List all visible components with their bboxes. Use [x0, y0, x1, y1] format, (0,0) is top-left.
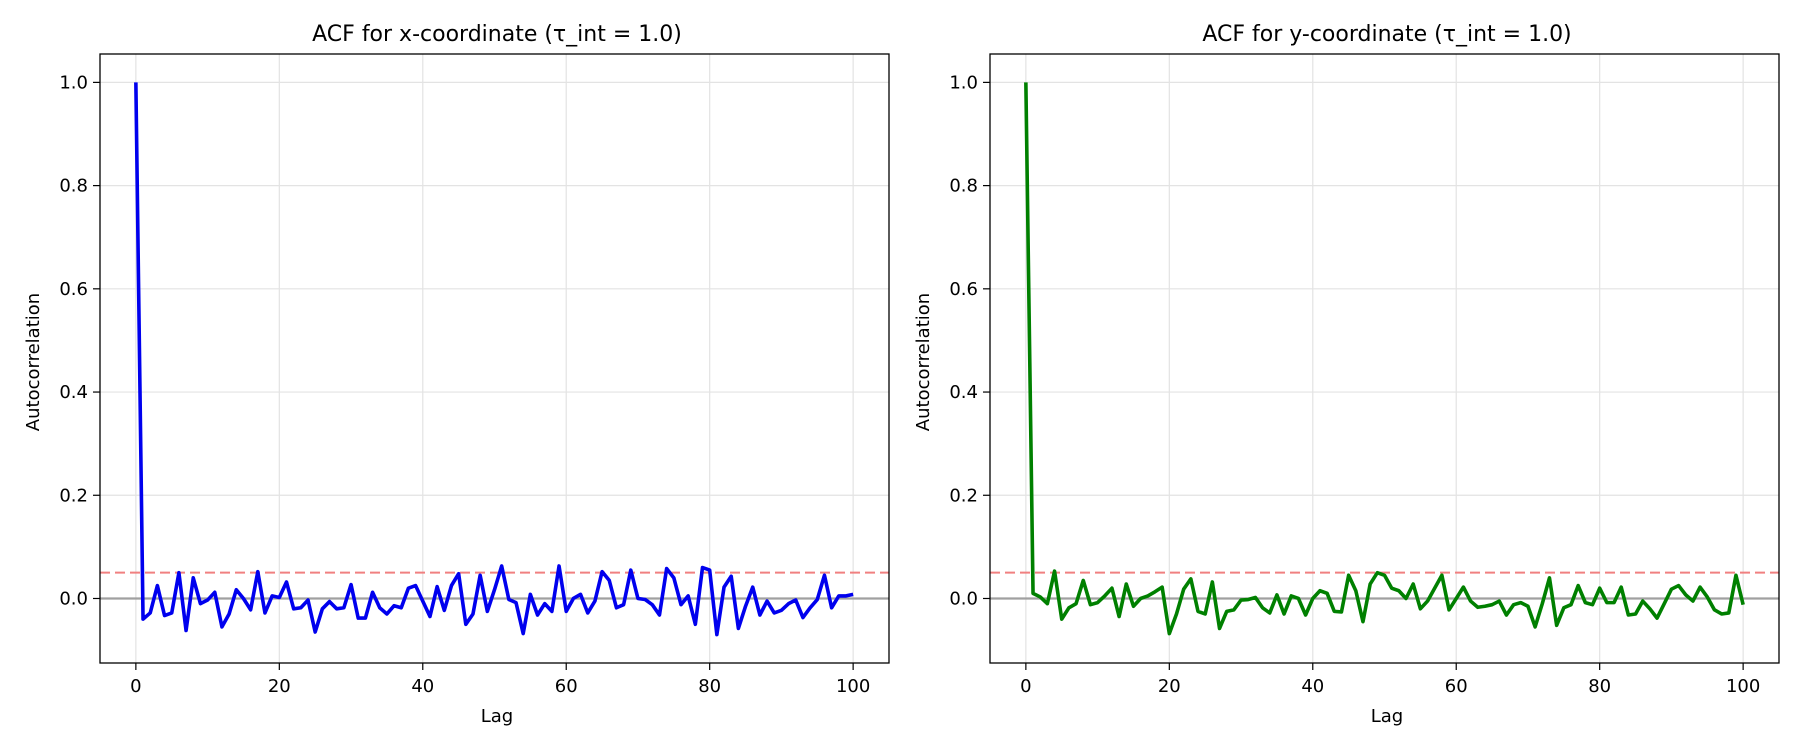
y-tick-label: 0.6 — [949, 279, 978, 300]
plot-frame — [99, 53, 890, 664]
y-tick-label: 0.8 — [59, 176, 88, 197]
acf-series-line — [134, 82, 854, 637]
chart-title: ACF for x-coordinate (τ_int = 1.0) — [312, 22, 682, 47]
x-tick-label: 100 — [836, 676, 870, 697]
x-tick-label: 20 — [1158, 676, 1181, 697]
y-tick-label: 0.2 — [949, 485, 978, 506]
x-tick-label: 0 — [130, 676, 141, 697]
y-tick-label: 1.0 — [949, 72, 978, 93]
x-tick-label: 40 — [1301, 676, 1324, 697]
x-tick-label: 40 — [411, 676, 434, 697]
x-tick-label: 60 — [1445, 676, 1468, 697]
x-tick-label: 60 — [555, 676, 578, 697]
acf-series-line — [1024, 82, 1745, 636]
y-axis-label: Autocorrelation — [23, 293, 44, 431]
x-tick-label: 80 — [1588, 676, 1611, 697]
y-tick-label: 0.4 — [59, 382, 88, 403]
y-tick-label: 0.8 — [949, 176, 978, 197]
x-tick-label: 20 — [268, 676, 291, 697]
acf-y-panel: ACF for y-coordinate (τ_int = 1.0) Lag A… — [913, 22, 1780, 727]
x-tick-label: 0 — [1020, 676, 1031, 697]
chart-title: ACF for y-coordinate (τ_int = 1.0) — [1202, 22, 1571, 47]
y-tick-label: 0.0 — [59, 588, 88, 609]
x-tick-label: 80 — [698, 676, 721, 697]
x-axis-label: Lag — [481, 706, 513, 727]
y-tick-label: 0.0 — [949, 588, 978, 609]
y-tick-label: 0.6 — [59, 279, 88, 300]
y-tick-label: 0.2 — [59, 485, 88, 506]
y-tick-label: 0.4 — [949, 382, 978, 403]
x-axis-label: Lag — [1371, 706, 1403, 727]
y-axis-label: Autocorrelation — [913, 293, 934, 431]
plot-frame — [989, 53, 1780, 664]
x-tick-label: 100 — [1726, 676, 1760, 697]
y-tick-label: 1.0 — [59, 72, 88, 93]
acf-x-panel: ACF for x-coordinate (τ_int = 1.0) Lag A… — [23, 22, 890, 727]
